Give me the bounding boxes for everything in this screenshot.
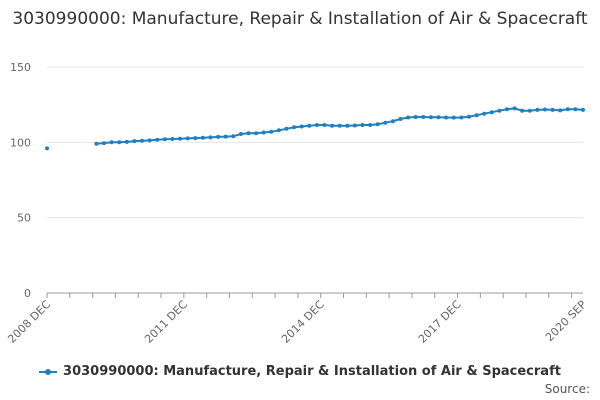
data-point <box>474 113 479 118</box>
chart-title: 3030990000: Manufacture, Repair & Instal… <box>12 9 588 29</box>
data-point <box>102 141 106 146</box>
x-tick-label: 2011 DEC <box>142 298 190 346</box>
data-point <box>543 107 547 112</box>
data-point <box>489 110 494 115</box>
legend-item[interactable]: 3030990000: Manufacture, Repair & Instal… <box>39 364 561 379</box>
data-point <box>178 136 182 141</box>
data-point <box>497 108 502 113</box>
data-point <box>375 122 380 127</box>
data-point <box>269 129 274 134</box>
data-point <box>292 125 297 130</box>
data-point <box>413 115 418 119</box>
x-tick-label: 2017 DEC <box>416 298 464 346</box>
series-group <box>45 106 585 151</box>
data-point <box>170 137 175 141</box>
data-point <box>421 115 426 119</box>
data-point <box>527 108 532 113</box>
y-axis: 0 50 100 150 <box>10 61 31 300</box>
data-point <box>200 135 205 140</box>
data-point <box>383 120 388 125</box>
data-point <box>436 115 441 120</box>
legend-swatch-icon <box>39 367 58 377</box>
y-tick-label: 150 <box>10 61 31 74</box>
data-point <box>299 124 304 129</box>
data-point <box>352 123 357 128</box>
data-point <box>162 137 167 142</box>
data-point <box>185 136 190 141</box>
data-point <box>428 115 433 120</box>
y-tick-label: 50 <box>17 212 31 225</box>
data-point <box>254 131 259 136</box>
x-axis: 2008 DEC 2011 DEC 2014 DEC 2017 DEC 2020 SEP <box>5 292 589 346</box>
data-point <box>45 146 49 151</box>
data-point <box>337 123 342 128</box>
data-point <box>368 123 373 127</box>
data-point <box>284 126 289 131</box>
data-point <box>216 134 221 139</box>
data-point <box>360 123 365 127</box>
data-point <box>459 115 464 120</box>
data-point <box>276 128 281 133</box>
data-point <box>512 106 517 111</box>
data-point <box>535 107 540 112</box>
data-point <box>581 107 585 112</box>
data-point <box>558 108 563 113</box>
x-tick-label: 2020 SEP <box>543 298 589 344</box>
data-point <box>109 140 114 145</box>
x-tick-label: 2014 DEC <box>279 298 327 346</box>
data-point <box>482 111 487 116</box>
data-point <box>444 115 449 120</box>
data-point <box>467 114 471 119</box>
data-point <box>261 130 266 135</box>
y-tick-label: 100 <box>10 136 31 149</box>
legend[interactable]: 3030990000: Manufacture, Repair & Instal… <box>0 364 600 381</box>
data-point <box>520 108 525 113</box>
data-point <box>246 131 251 136</box>
data-point <box>398 117 403 121</box>
grid-lines <box>47 66 583 219</box>
data-point <box>550 107 555 112</box>
data-point <box>208 135 213 140</box>
data-point <box>132 139 137 144</box>
data-point <box>193 136 198 141</box>
data-point <box>451 115 456 120</box>
data-point <box>314 123 319 127</box>
data-point <box>238 132 243 136</box>
y-tick-label: 0 <box>24 287 31 300</box>
data-point <box>505 107 509 112</box>
data-point <box>330 123 335 128</box>
data-point <box>307 123 312 128</box>
data-point <box>140 138 144 143</box>
data-point <box>231 134 236 139</box>
data-point <box>565 107 570 112</box>
source-label: Source: <box>544 382 590 396</box>
data-point <box>124 139 129 144</box>
data-point <box>223 134 228 139</box>
data-point <box>345 123 350 128</box>
data-point <box>390 119 395 124</box>
x-tick-label: 2008 DEC <box>5 298 53 346</box>
legend-label: 3030990000: Manufacture, Repair & Instal… <box>63 364 561 379</box>
data-point <box>147 138 152 143</box>
data-point <box>573 107 578 112</box>
data-point <box>94 141 99 146</box>
data-point <box>117 140 122 145</box>
data-point <box>406 115 411 120</box>
data-point <box>322 123 327 127</box>
data-point <box>155 137 160 142</box>
